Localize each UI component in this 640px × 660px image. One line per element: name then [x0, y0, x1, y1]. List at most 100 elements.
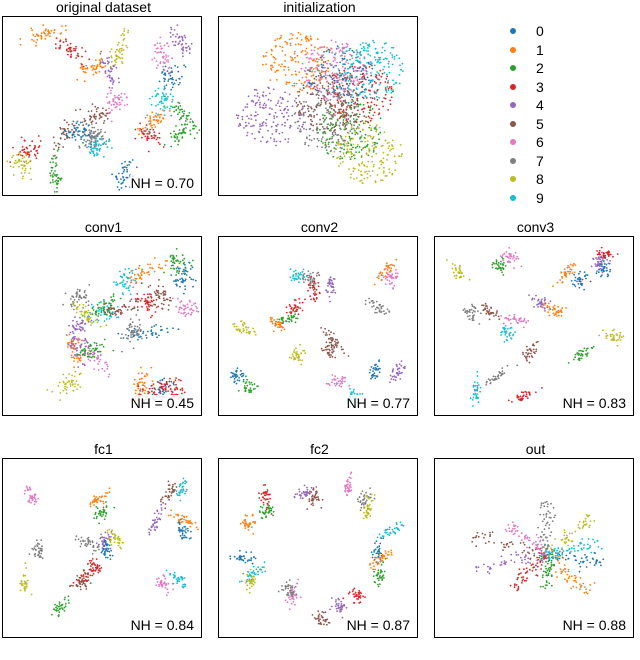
scatter-point	[53, 148, 55, 151]
scatter-point	[76, 126, 78, 129]
scatter-point	[279, 36, 282, 39]
scatter-point	[98, 148, 101, 151]
scatter-point	[156, 381, 159, 383]
scatter-point	[177, 297, 179, 300]
scatter-point	[76, 288, 79, 291]
scatter-point	[52, 181, 54, 184]
scatter-point	[281, 131, 284, 134]
scatter-point	[490, 306, 492, 309]
scatter-point	[138, 133, 140, 135]
scatter-point	[183, 311, 186, 314]
scatter-point	[150, 296, 153, 299]
scatter-point	[331, 123, 333, 126]
scatter-point	[124, 185, 127, 188]
scatter-point	[99, 114, 101, 117]
scatter-point	[368, 371, 371, 374]
scatter-point	[356, 99, 358, 101]
scatter-point	[63, 133, 65, 136]
scatter-point	[79, 372, 82, 375]
scatter-point	[344, 67, 347, 69]
scatter-point	[86, 66, 89, 69]
scatter-point	[73, 127, 76, 129]
scatter-point	[270, 125, 273, 128]
scatter-point	[189, 268, 192, 270]
scatter-point	[166, 260, 169, 262]
scatter-point	[330, 39, 333, 42]
scatter-point	[72, 308, 75, 311]
scatter-point	[86, 317, 89, 319]
scatter-point	[97, 363, 99, 365]
scatter-point	[368, 126, 370, 129]
scatter-point	[96, 132, 99, 135]
scatter-point	[484, 302, 487, 305]
scatter-point	[559, 279, 561, 281]
scatter-point	[496, 309, 498, 312]
scatter-point	[179, 278, 182, 280]
scatter-point	[121, 99, 124, 102]
scatter-point	[275, 69, 278, 72]
scatter-point	[183, 131, 186, 134]
scatter-point	[135, 314, 138, 316]
scatter-point	[357, 133, 359, 135]
scatter-point	[279, 45, 281, 48]
scatter-point	[119, 108, 121, 111]
scatter-point	[372, 373, 374, 376]
scatter-point	[160, 113, 163, 116]
scatter-point	[165, 54, 168, 56]
scatter-point	[364, 78, 367, 81]
scatter-point	[172, 383, 175, 386]
scatter-svg	[446, 246, 625, 407]
scatter-point	[21, 157, 24, 160]
scatter-point	[368, 149, 370, 151]
scatter-point	[354, 131, 356, 134]
scatter-point	[116, 48, 119, 51]
scatter-point	[235, 114, 238, 117]
scatter-point	[561, 281, 564, 283]
scatter-point	[399, 64, 401, 67]
scatter-point	[118, 98, 120, 101]
scatter-point	[171, 77, 174, 79]
scatter-point	[175, 109, 178, 111]
scatter-point	[582, 350, 585, 353]
scatter-point	[503, 341, 506, 343]
scatter-point	[125, 287, 128, 290]
scatter-point	[522, 397, 524, 400]
scatter-point	[92, 309, 95, 311]
scatter-point	[130, 270, 133, 272]
scatter-point	[501, 257, 504, 260]
scatter-point	[316, 38, 319, 41]
scatter-point	[173, 130, 175, 133]
scatter-plot: NH = 0.45	[2, 236, 202, 416]
scatter-point	[89, 146, 92, 149]
scatter-point	[369, 96, 372, 99]
scatter-point	[398, 57, 401, 60]
scatter-point	[166, 70, 169, 72]
scatter-point	[175, 248, 178, 250]
scatter-point	[389, 99, 391, 102]
scatter-point	[383, 170, 385, 173]
scatter-point	[153, 131, 156, 133]
scatter-point	[59, 392, 62, 394]
scatter-point	[498, 318, 501, 321]
scatter-point	[156, 47, 159, 49]
scatter-point	[27, 161, 30, 164]
scatter-point	[154, 114, 157, 117]
scatter-point	[80, 136, 83, 138]
scatter-point	[294, 60, 297, 63]
scatter-point	[169, 74, 172, 77]
scatter-point	[99, 137, 101, 140]
scatter-point	[312, 58, 315, 61]
scatter-point	[158, 80, 161, 83]
scatter-point	[605, 269, 608, 272]
scatter-point	[317, 54, 320, 56]
scatter-point	[156, 120, 159, 123]
scatter-point	[333, 278, 336, 280]
scatter-point	[314, 294, 316, 297]
scatter-point	[272, 330, 275, 333]
scatter-point	[75, 129, 77, 132]
scatter-point	[246, 329, 248, 331]
scatter-point	[354, 76, 357, 79]
scatter-point	[329, 64, 332, 67]
scatter-point	[118, 188, 121, 191]
scatter-point	[249, 383, 251, 385]
